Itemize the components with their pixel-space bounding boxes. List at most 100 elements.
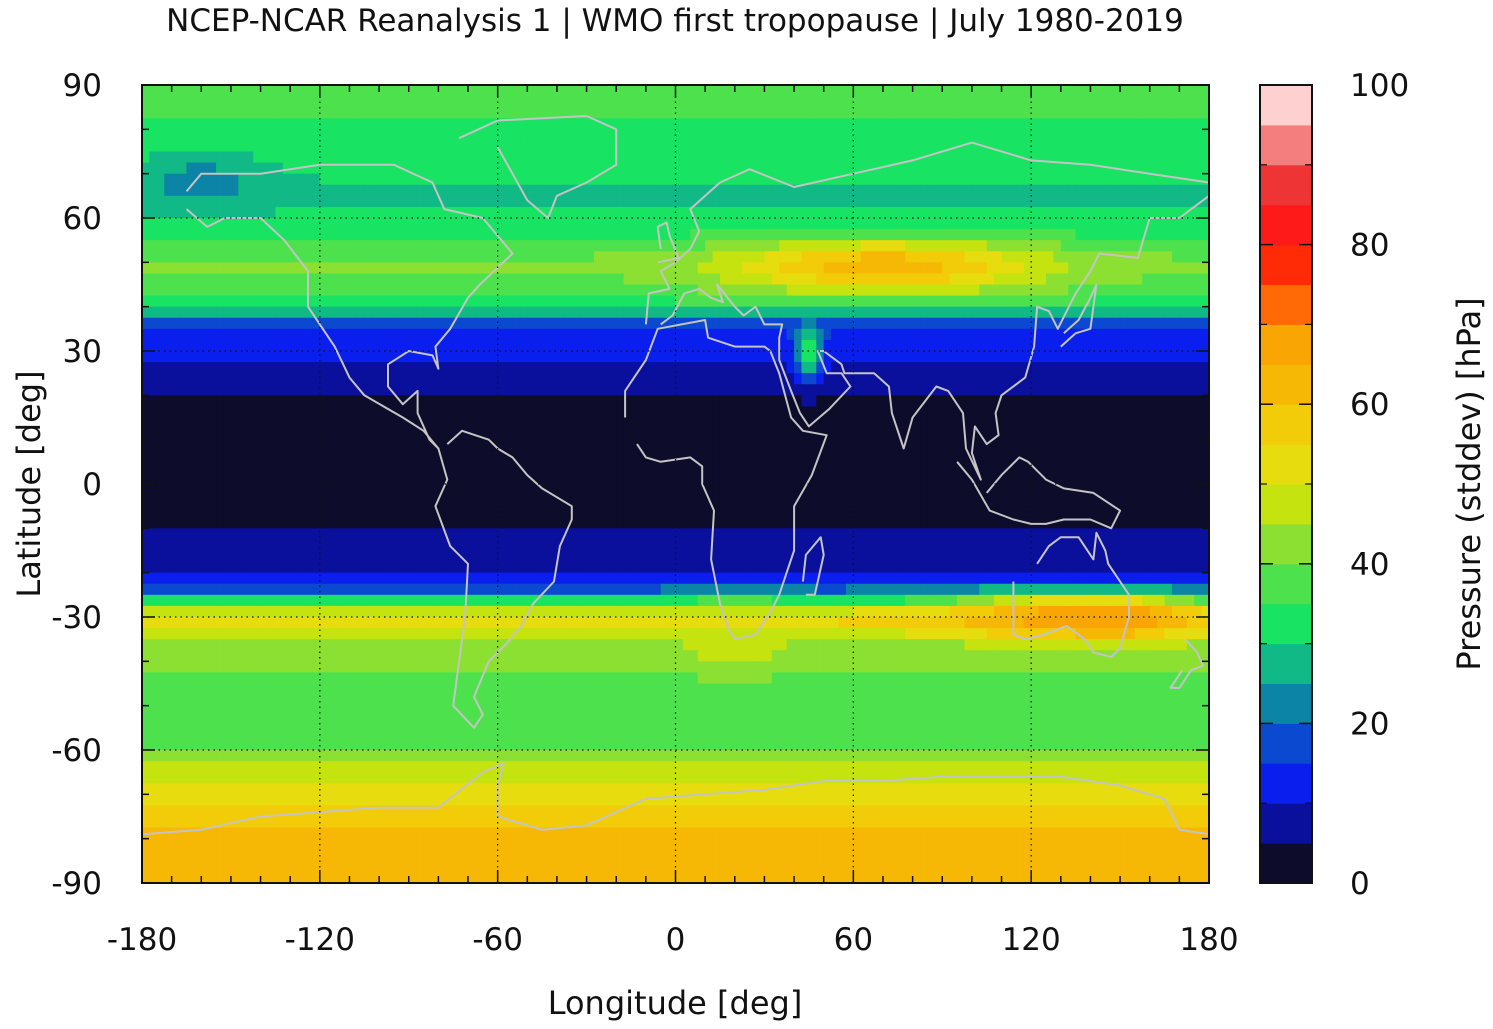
heatmap-cell bbox=[223, 195, 232, 208]
heatmap-cell bbox=[238, 140, 247, 153]
heatmap-cell bbox=[1127, 118, 1136, 130]
heatmap-cell bbox=[1023, 395, 1032, 408]
heatmap-cell bbox=[393, 362, 402, 374]
heatmap-cell bbox=[267, 373, 276, 385]
heatmap-cell bbox=[497, 107, 506, 119]
heatmap-cell bbox=[1053, 384, 1062, 396]
heatmap-cell bbox=[490, 195, 499, 208]
heatmap-cell bbox=[571, 417, 580, 430]
heatmap-cell bbox=[808, 206, 817, 219]
heatmap-cell bbox=[719, 273, 728, 286]
heatmap-cell bbox=[653, 384, 662, 396]
heatmap-cell bbox=[1149, 351, 1158, 363]
heatmap-cell bbox=[430, 328, 439, 341]
heatmap-cell bbox=[645, 206, 654, 219]
heatmap-cell bbox=[1194, 85, 1203, 97]
heatmap-cell bbox=[275, 339, 284, 352]
heatmap-cell bbox=[786, 85, 795, 97]
heatmap-cell bbox=[364, 229, 373, 241]
heatmap-cell bbox=[905, 373, 914, 385]
heatmap-cell bbox=[1060, 384, 1069, 396]
heatmap-cell bbox=[1186, 218, 1195, 230]
heatmap-cell bbox=[1016, 85, 1025, 97]
heatmap-cell bbox=[801, 362, 810, 374]
heatmap-cell bbox=[253, 173, 262, 186]
heatmap-cell bbox=[653, 107, 662, 119]
heatmap-cell bbox=[416, 395, 425, 408]
heatmap-cell bbox=[764, 162, 773, 175]
heatmap-cell bbox=[1179, 107, 1188, 119]
heatmap-cell bbox=[1008, 151, 1017, 164]
heatmap-cell bbox=[579, 240, 588, 252]
heatmap-cell bbox=[193, 129, 202, 142]
heatmap-cell bbox=[453, 328, 462, 341]
heatmap-cell bbox=[549, 151, 558, 164]
heatmap-cell bbox=[638, 262, 647, 275]
heatmap-cell bbox=[816, 107, 825, 119]
heatmap-cell bbox=[638, 450, 647, 463]
heatmap-cell bbox=[675, 173, 684, 186]
heatmap-cell bbox=[601, 107, 610, 119]
heatmap-cell bbox=[156, 351, 165, 363]
heatmap-cell bbox=[164, 140, 173, 153]
heatmap-cell bbox=[890, 229, 899, 241]
heatmap-cell bbox=[386, 240, 395, 252]
heatmap-cell bbox=[253, 339, 262, 352]
heatmap-cell bbox=[1097, 173, 1106, 186]
heatmap-cell bbox=[690, 96, 699, 108]
heatmap-cell bbox=[638, 273, 647, 286]
heatmap-cell bbox=[860, 173, 869, 186]
heatmap-cell bbox=[942, 395, 951, 408]
heatmap-cell bbox=[779, 129, 788, 142]
heatmap-cell bbox=[682, 406, 691, 419]
heatmap-cell bbox=[971, 428, 980, 441]
heatmap-cell bbox=[238, 251, 247, 263]
heatmap-cell bbox=[334, 417, 343, 430]
heatmap-cell bbox=[305, 306, 314, 319]
heatmap-cell bbox=[490, 229, 499, 241]
heatmap-cell bbox=[890, 107, 899, 119]
heatmap-cell bbox=[608, 339, 617, 352]
heatmap-cell bbox=[349, 384, 358, 396]
heatmap-cell bbox=[356, 351, 365, 363]
heatmap-cell bbox=[371, 439, 380, 452]
heatmap-cell bbox=[253, 151, 262, 164]
heatmap-cell bbox=[230, 339, 239, 352]
heatmap-cell bbox=[1001, 107, 1010, 119]
heatmap-cell bbox=[334, 395, 343, 408]
heatmap-cell bbox=[238, 96, 247, 108]
heatmap-cell bbox=[860, 439, 869, 452]
heatmap-cell bbox=[416, 406, 425, 419]
heatmap-cell bbox=[216, 461, 225, 474]
heatmap-cell bbox=[334, 461, 343, 474]
heatmap-cell bbox=[905, 140, 914, 153]
heatmap-cell bbox=[608, 129, 617, 142]
heatmap-cell bbox=[801, 173, 810, 186]
heatmap-cell bbox=[171, 173, 180, 186]
heatmap-cell bbox=[216, 362, 225, 374]
heatmap-cell bbox=[319, 85, 328, 97]
heatmap-cell bbox=[831, 373, 840, 385]
heatmap-cell bbox=[623, 295, 632, 308]
heatmap-cell bbox=[912, 395, 921, 408]
heatmap-cell bbox=[245, 450, 254, 463]
heatmap-cell bbox=[482, 251, 491, 263]
heatmap-cell bbox=[356, 107, 365, 119]
heatmap-cell bbox=[179, 384, 188, 396]
heatmap-cell bbox=[186, 450, 195, 463]
heatmap-cell bbox=[579, 351, 588, 363]
heatmap-cell bbox=[957, 262, 966, 275]
heatmap-cell bbox=[957, 339, 966, 352]
heatmap-cell bbox=[890, 373, 899, 385]
heatmap-cell bbox=[564, 284, 573, 297]
heatmap-cell bbox=[438, 151, 447, 164]
heatmap-cell bbox=[1097, 107, 1106, 119]
heatmap-cell bbox=[327, 373, 336, 385]
heatmap-cell bbox=[712, 461, 721, 474]
heatmap-cell bbox=[505, 229, 514, 241]
heatmap-cell bbox=[1164, 417, 1173, 430]
heatmap-cell bbox=[371, 107, 380, 119]
heatmap-cell bbox=[905, 151, 914, 164]
heatmap-cell bbox=[542, 85, 551, 97]
heatmap-cell bbox=[149, 317, 158, 330]
